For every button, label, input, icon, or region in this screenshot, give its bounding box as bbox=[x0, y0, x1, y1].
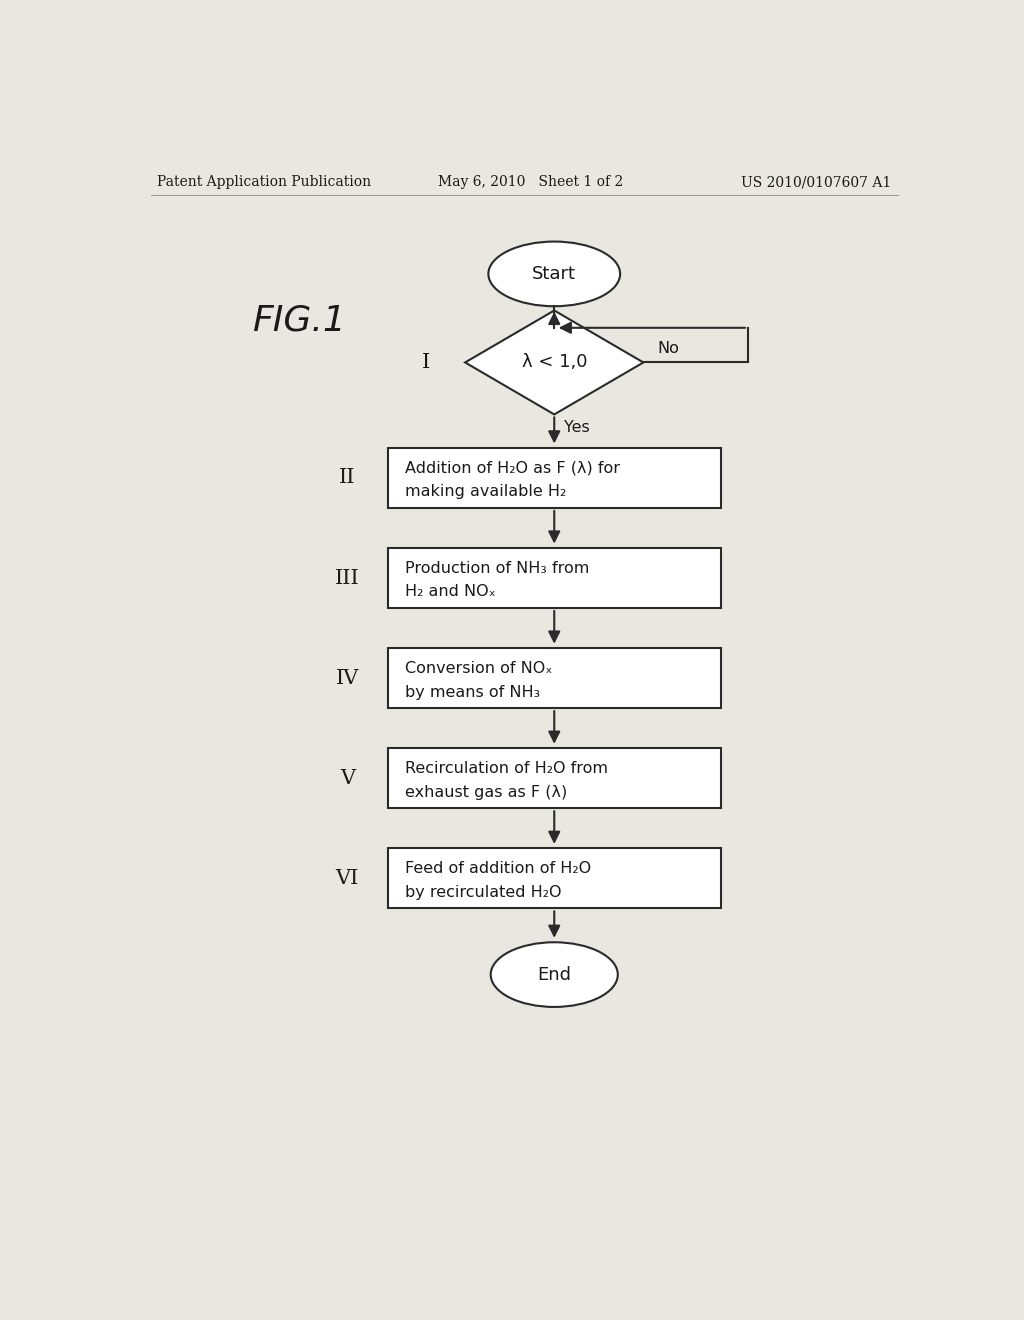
Text: by recirculated H₂O: by recirculated H₂O bbox=[404, 884, 561, 900]
Text: FIG.1: FIG.1 bbox=[252, 304, 346, 337]
Text: Recirculation of H₂O from: Recirculation of H₂O from bbox=[404, 760, 607, 776]
Text: Patent Application Publication: Patent Application Publication bbox=[158, 176, 372, 189]
FancyBboxPatch shape bbox=[388, 849, 721, 908]
Text: US 2010/0107607 A1: US 2010/0107607 A1 bbox=[741, 176, 891, 189]
Text: Start: Start bbox=[532, 265, 577, 282]
Polygon shape bbox=[465, 310, 643, 414]
FancyBboxPatch shape bbox=[388, 548, 721, 609]
Text: No: No bbox=[657, 341, 679, 356]
Text: Feed of addition of H₂O: Feed of addition of H₂O bbox=[404, 861, 591, 876]
Text: Conversion of NOₓ: Conversion of NOₓ bbox=[404, 660, 552, 676]
Text: Production of NH₃ from: Production of NH₃ from bbox=[404, 561, 589, 576]
Text: End: End bbox=[538, 966, 571, 983]
Text: III: III bbox=[335, 569, 359, 587]
Text: λ < 1,0: λ < 1,0 bbox=[521, 354, 587, 371]
FancyBboxPatch shape bbox=[388, 748, 721, 808]
Text: making available H₂: making available H₂ bbox=[404, 484, 566, 499]
Text: IV: IV bbox=[336, 669, 359, 688]
Text: VI: VI bbox=[336, 869, 359, 888]
Text: Addition of H₂O as F (λ) for: Addition of H₂O as F (λ) for bbox=[404, 461, 620, 475]
FancyBboxPatch shape bbox=[388, 447, 721, 508]
Text: by means of NH₃: by means of NH₃ bbox=[404, 685, 540, 700]
Text: V: V bbox=[340, 768, 355, 788]
Text: exhaust gas as F (λ): exhaust gas as F (λ) bbox=[404, 784, 567, 800]
Text: II: II bbox=[339, 469, 355, 487]
Text: H₂ and NOₓ: H₂ and NOₓ bbox=[404, 585, 496, 599]
Text: I: I bbox=[422, 352, 430, 372]
Text: May 6, 2010   Sheet 1 of 2: May 6, 2010 Sheet 1 of 2 bbox=[438, 176, 624, 189]
Text: Yes: Yes bbox=[563, 420, 589, 434]
Ellipse shape bbox=[490, 942, 617, 1007]
FancyBboxPatch shape bbox=[388, 648, 721, 708]
Ellipse shape bbox=[488, 242, 621, 306]
